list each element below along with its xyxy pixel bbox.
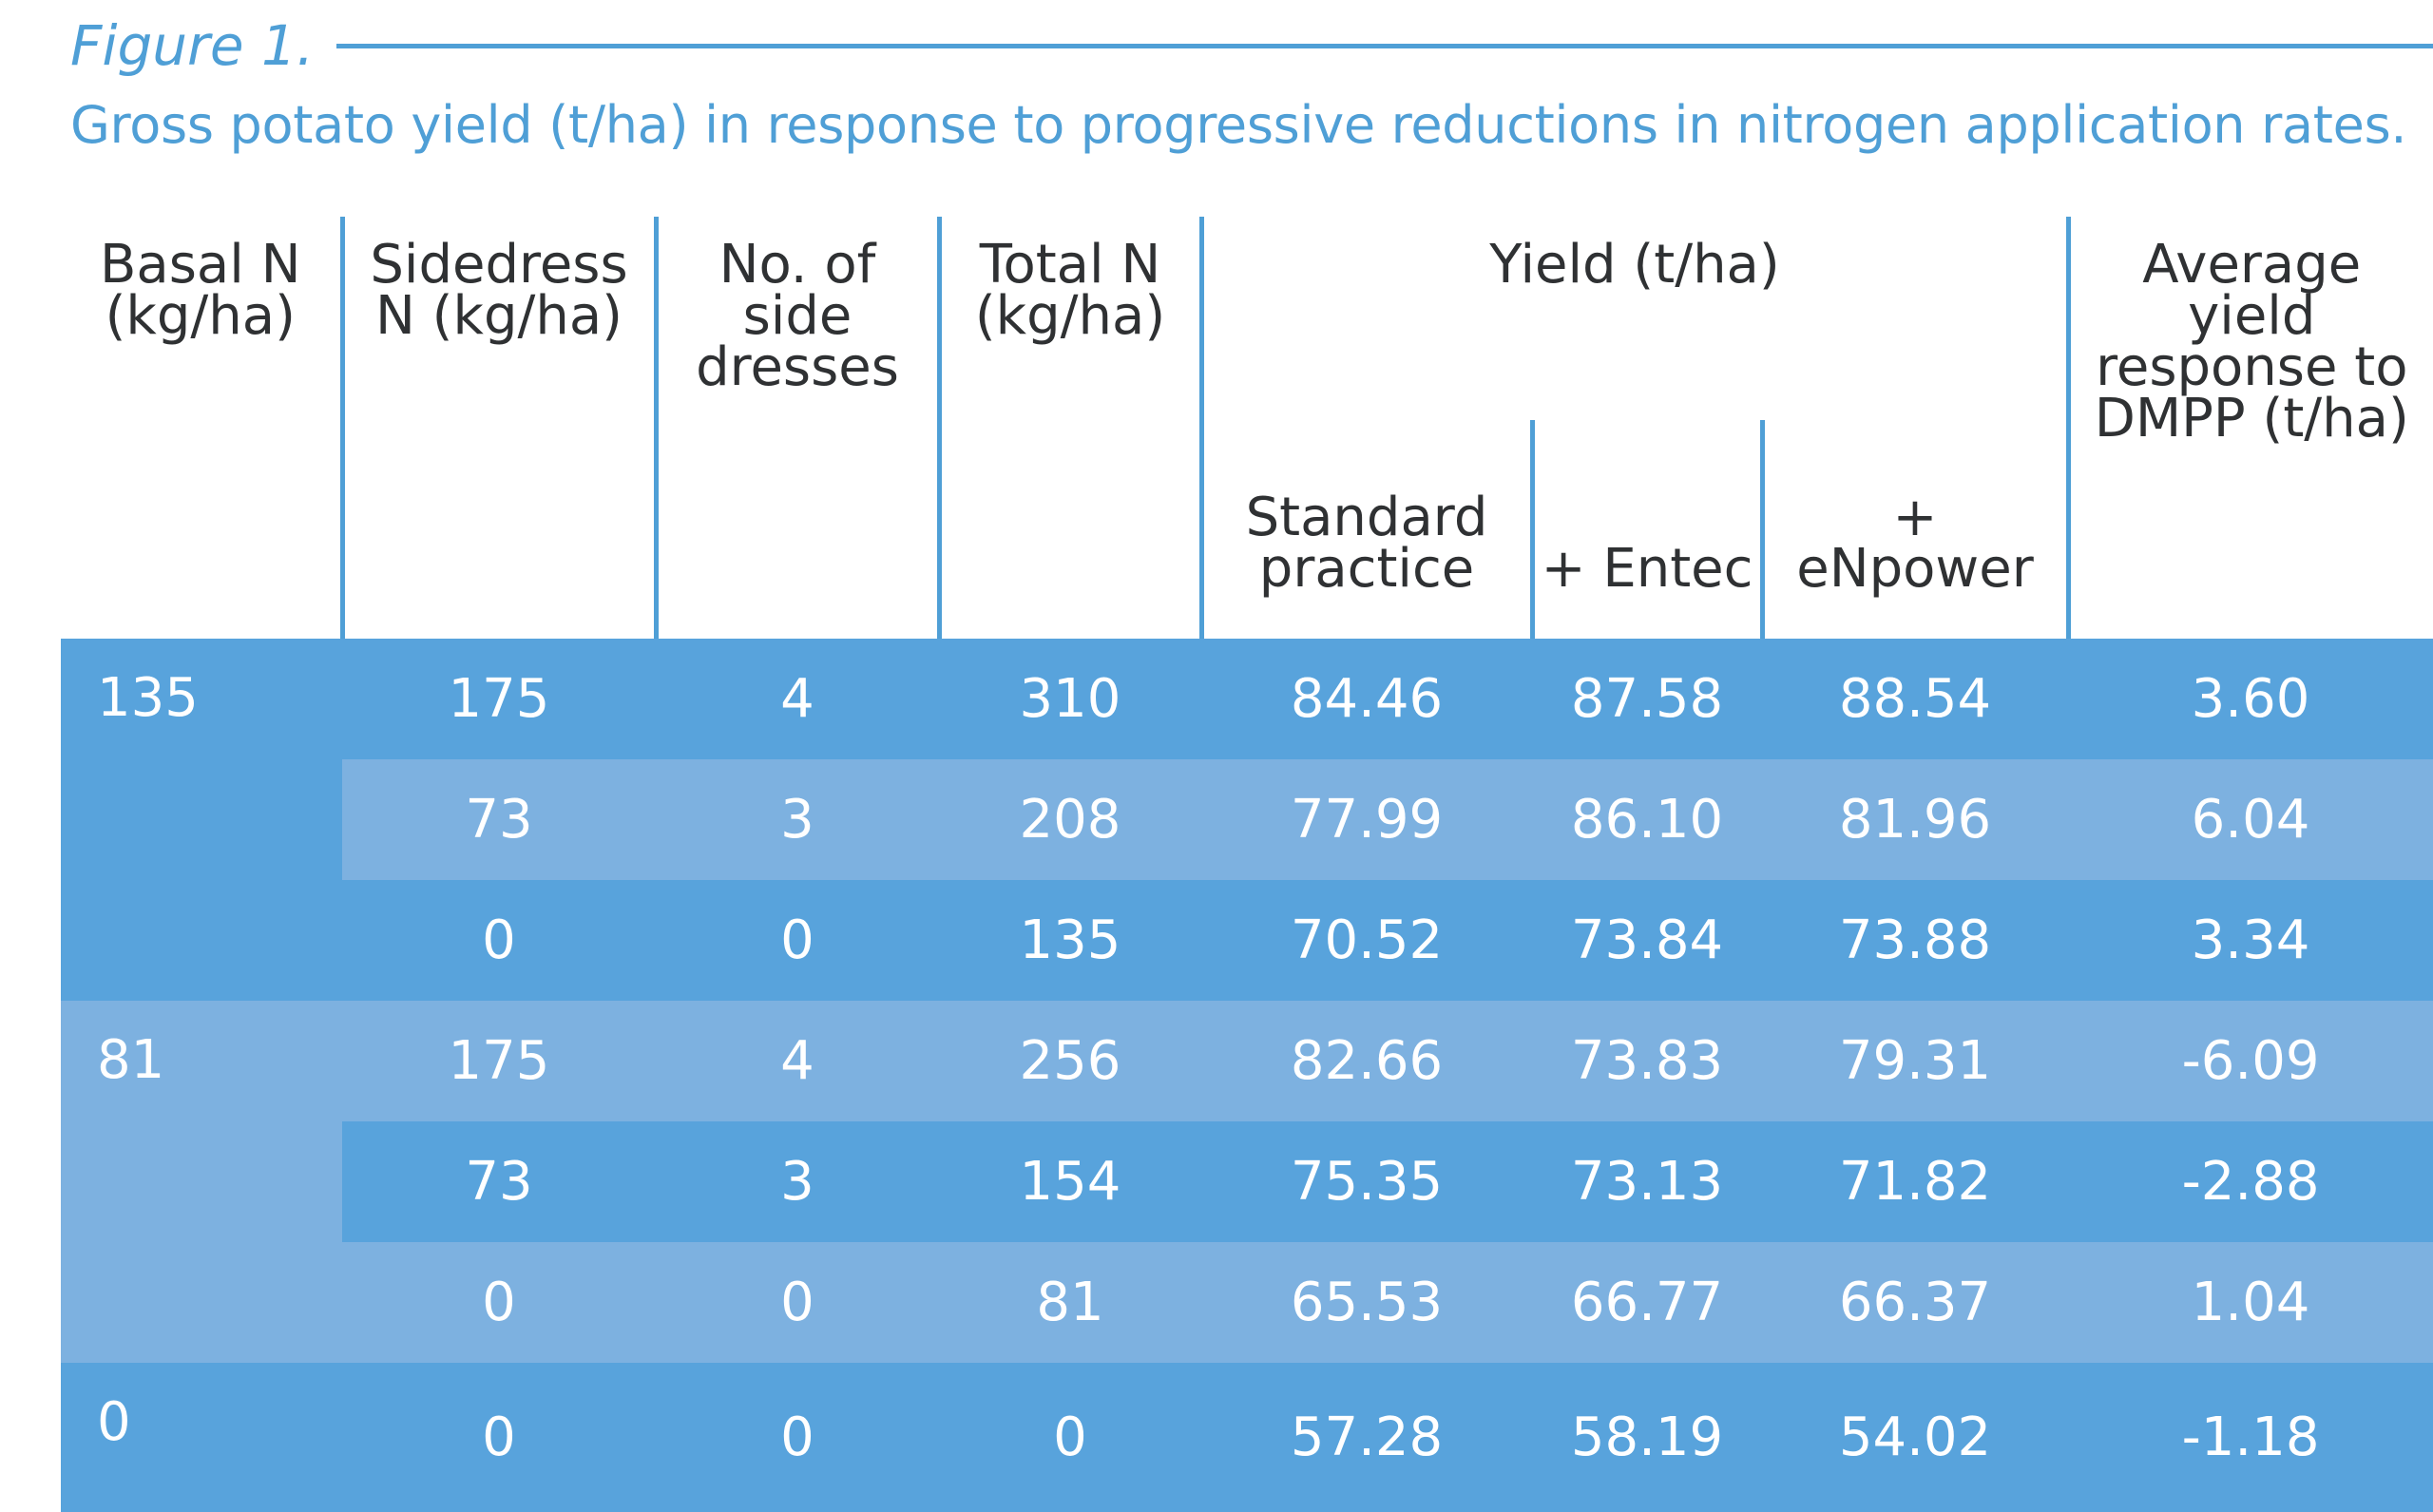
sidedress-cell: 73 (342, 1121, 656, 1242)
header-basal-n: Basal N (kg/ha) (100, 234, 301, 347)
enpower-cell: 81.96 (1762, 759, 2069, 880)
standard-cell: 57.28 (1201, 1363, 1532, 1512)
header-avg-response: Average yield response to DMPP (t/ha) (2065, 217, 2433, 639)
header-entec: + Entec (1529, 420, 1762, 639)
dresses-cell: 0 (656, 880, 939, 1001)
avg-response-cell: -1.18 (2068, 1363, 2433, 1512)
entec-cell: 86.10 (1532, 759, 1762, 880)
dresses-cell: 4 (656, 639, 939, 759)
enpower-cell: 66.37 (1762, 1242, 2069, 1363)
total-n-cell: 208 (939, 759, 1201, 880)
standard-cell: 82.66 (1201, 1001, 1532, 1121)
entec-cell: 73.13 (1532, 1121, 1762, 1242)
header-no-side-dresses: No. of side dresses (653, 217, 939, 639)
total-n-cell: 256 (939, 1001, 1201, 1121)
sidedress-cell: 73 (342, 759, 656, 880)
table-row: 81 175 4 256 82.66 73.83 79.31 -6.09 (61, 1001, 2433, 1363)
subheader-row: Standard practice + Entec + eNpower (61, 420, 2433, 639)
standard-cell: 75.35 (1201, 1121, 1532, 1242)
figure-heading: Figure 1. Gross potato yield (t/ha) in r… (70, 8, 2433, 188)
yield-table: Basal N (kg/ha) Sidedress N (kg/ha) No. … (61, 217, 2433, 1512)
enpower-cell: 54.02 (1762, 1363, 2069, 1512)
standard-cell: 70.52 (1201, 880, 1532, 1001)
header-row: Basal N (kg/ha) Sidedress N (kg/ha) No. … (61, 217, 2433, 639)
header-sidedress-n: Sidedress N (kg/ha) (339, 217, 656, 639)
header-standard-practice: Standard practice (1198, 420, 1532, 639)
total-n-cell: 154 (939, 1121, 1201, 1242)
avg-response-cell: -6.09 (2068, 1001, 2433, 1121)
dresses-cell: 3 (656, 759, 939, 880)
dresses-cell: 0 (656, 1363, 939, 1512)
table-row: 135 175 4 310 84.46 87.58 88.54 3.60 (61, 639, 2433, 1001)
enpower-cell: 88.54 (1762, 639, 2069, 759)
avg-response-cell: 3.34 (2068, 880, 2433, 1001)
entec-cell: 58.19 (1532, 1363, 1762, 1512)
sidedress-cell: 0 (342, 880, 656, 1001)
sidedress-cell: 175 (342, 1001, 656, 1121)
total-n-cell: 0 (939, 1363, 1201, 1512)
standard-cell: 77.99 (1201, 759, 1532, 880)
figure-label: Figure 1. (70, 13, 315, 78)
sidedress-cell: 0 (342, 1242, 656, 1363)
enpower-cell: 71.82 (1762, 1121, 2069, 1242)
dresses-cell: 4 (656, 1001, 939, 1121)
entec-cell: 73.84 (1532, 880, 1762, 1001)
avg-response-cell: -2.88 (2068, 1121, 2433, 1242)
table-row: 0 0 0 0 57.28 58.19 54.02 -1.18 (61, 1363, 2433, 1512)
standard-cell: 65.53 (1201, 1242, 1532, 1363)
table-row: 73 3 154 75.35 73.13 71.82 -2.88 (61, 1121, 2433, 1242)
enpower-cell: 73.88 (1762, 880, 2069, 1001)
basal-n-cell: 81 (61, 1001, 342, 1363)
heading-rule (336, 44, 2433, 48)
avg-response-cell: 1.04 (2068, 1242, 2433, 1363)
dresses-cell: 0 (656, 1242, 939, 1363)
total-n-cell: 310 (939, 639, 1201, 759)
table-row: 0 0 135 70.52 73.84 73.88 3.34 (61, 880, 2433, 1001)
figure-title: Gross potato yield (t/ha) in response to… (70, 95, 2407, 155)
dresses-cell: 3 (656, 1121, 939, 1242)
total-n-cell: 81 (939, 1242, 1201, 1363)
entec-cell: 66.77 (1532, 1242, 1762, 1363)
basal-n-cell: 135 (61, 639, 342, 1001)
sidedress-cell: 0 (342, 1363, 656, 1512)
sidedress-cell: 175 (342, 639, 656, 759)
header-enpower: + eNpower (1759, 420, 2069, 639)
avg-response-cell: 3.60 (2068, 639, 2433, 759)
entec-cell: 87.58 (1532, 639, 1762, 759)
header-total-n: Total N (kg/ha) (936, 217, 1201, 639)
table-row: 0 0 81 65.53 66.77 66.37 1.04 (61, 1242, 2433, 1363)
header-yield: Yield (t/ha) (1198, 217, 2069, 420)
entec-cell: 73.83 (1532, 1001, 1762, 1121)
table-row: 73 3 208 77.99 86.10 81.96 6.04 (61, 759, 2433, 880)
standard-cell: 84.46 (1201, 639, 1532, 759)
basal-n-cell: 0 (61, 1363, 342, 1512)
total-n-cell: 135 (939, 880, 1201, 1001)
enpower-cell: 79.31 (1762, 1001, 2069, 1121)
avg-response-cell: 6.04 (2068, 759, 2433, 880)
